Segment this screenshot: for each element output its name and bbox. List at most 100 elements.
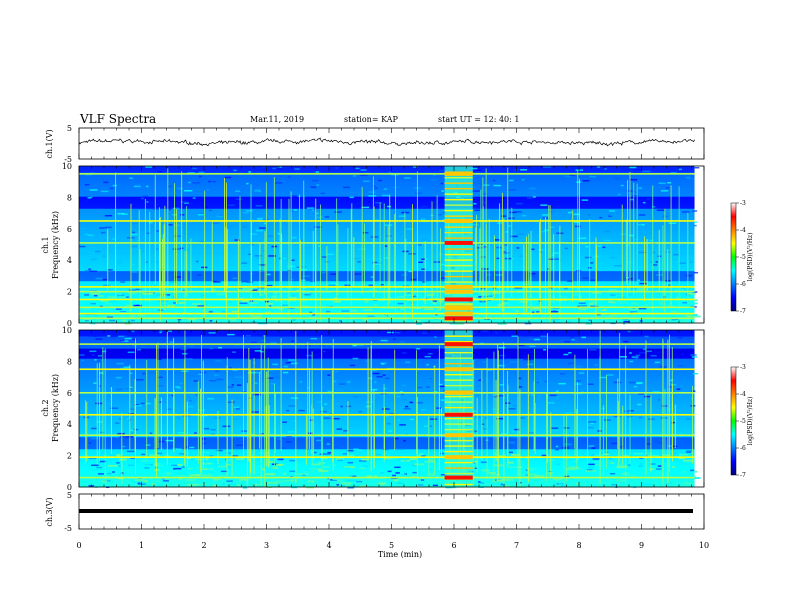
spec-noise xyxy=(386,422,391,425)
spec-noise xyxy=(692,373,699,375)
spec-noise xyxy=(588,445,595,447)
spec-low-noise xyxy=(654,475,663,477)
spec-low-noise xyxy=(129,315,135,318)
spec-noise xyxy=(296,266,300,269)
spec-noise xyxy=(131,271,138,273)
spec-band xyxy=(79,242,695,244)
spec-sferic xyxy=(290,191,292,290)
spec-low-noise xyxy=(260,294,264,296)
spec-noise xyxy=(264,374,272,376)
spec-low-noise xyxy=(80,308,91,310)
spec-sferic xyxy=(667,339,669,483)
spec-low-noise xyxy=(362,297,367,300)
spec-noise xyxy=(213,281,221,283)
spec-bg-row xyxy=(79,236,695,239)
spec-low-noise xyxy=(608,289,617,292)
spec-noise xyxy=(421,258,426,261)
spec-low-noise xyxy=(469,297,476,300)
spec-low-noise xyxy=(347,454,355,457)
spec-sferic xyxy=(664,389,666,456)
ch2-colorbar-label: log(PSD)(V²/Hz) xyxy=(747,397,754,446)
spec-burst-line xyxy=(444,384,473,387)
spec-noise xyxy=(415,348,421,350)
spec-noise xyxy=(428,352,433,355)
spec-noise xyxy=(334,446,339,448)
spec-noise xyxy=(239,302,248,305)
spec-noise xyxy=(335,389,343,392)
colorbar-tick-label: -4 xyxy=(740,391,746,398)
spec-noise xyxy=(368,195,377,197)
spec-burst-band xyxy=(444,218,473,223)
spec-sferic xyxy=(617,378,619,450)
spec-low-noise xyxy=(300,457,311,460)
spec-bg-row xyxy=(79,266,695,270)
spec-low-noise xyxy=(205,458,209,460)
spec-noise xyxy=(633,381,639,384)
spec-sferic xyxy=(497,344,499,482)
spec-low-noise xyxy=(351,309,358,312)
spec-sferic xyxy=(566,414,568,482)
spec-sferic xyxy=(475,214,477,287)
spec-low-noise xyxy=(566,454,570,457)
spec-low-noise xyxy=(411,475,416,478)
spec-noise xyxy=(347,461,353,464)
spec-low-noise xyxy=(107,464,119,467)
spec-sferic xyxy=(431,201,433,303)
spec-bg-row xyxy=(79,184,695,187)
spec-noise xyxy=(311,179,319,182)
spec-low-noise xyxy=(363,308,373,311)
spec-low-noise xyxy=(504,478,514,481)
spec-noise xyxy=(665,187,670,189)
spec-noise xyxy=(620,356,627,358)
spec-noise xyxy=(264,300,269,303)
spec-noise xyxy=(662,215,669,218)
spec-sferic xyxy=(503,218,505,317)
spec-noise xyxy=(540,204,548,206)
spec-band xyxy=(79,220,695,222)
spec-noise xyxy=(643,348,646,351)
spec-noise xyxy=(434,391,438,393)
spec-noise xyxy=(126,321,134,323)
spec-burst-band xyxy=(444,412,473,417)
spec-noise xyxy=(422,332,429,335)
ch1-trace xyxy=(78,137,695,147)
spec-noise xyxy=(667,394,673,396)
spec-noise xyxy=(254,350,262,352)
spec-low-noise xyxy=(552,478,563,481)
spec-sferic xyxy=(332,338,334,472)
spec-noise xyxy=(501,299,508,302)
spec-noise xyxy=(674,261,679,263)
spec-noise xyxy=(558,382,566,385)
spec-noise xyxy=(189,446,195,449)
spec-noise xyxy=(100,447,108,450)
time-tick-label: 5 xyxy=(389,541,394,550)
spec-low-noise xyxy=(244,315,255,318)
spec-noise xyxy=(95,338,103,340)
spec-low-noise xyxy=(119,311,129,314)
spec-noise xyxy=(582,277,589,279)
spec-low-noise xyxy=(118,293,122,296)
spec-noise xyxy=(519,481,522,484)
spec-noise xyxy=(423,447,430,450)
spec-noise xyxy=(160,353,168,355)
spec-low-noise xyxy=(140,459,149,462)
spec-noise xyxy=(633,385,638,388)
spec-noise xyxy=(159,401,162,403)
colorbar-tick-label: -5 xyxy=(740,418,746,425)
spec-noise xyxy=(228,225,234,228)
spec-low-noise xyxy=(295,464,300,467)
spec-noise xyxy=(364,360,368,363)
spec-low-noise xyxy=(95,319,103,322)
spec-low-noise xyxy=(128,292,137,295)
spec-sferic xyxy=(350,209,352,322)
spec-noise xyxy=(123,366,130,369)
spec-sferic xyxy=(485,168,487,305)
spec-noise xyxy=(643,395,651,398)
spec-noise xyxy=(142,195,149,197)
spec-noise xyxy=(266,377,274,379)
spec-band xyxy=(79,290,695,293)
spec-noise xyxy=(198,373,203,375)
spec-noise xyxy=(644,335,649,338)
spec-noise xyxy=(274,376,282,379)
spec-low-noise xyxy=(194,458,204,461)
